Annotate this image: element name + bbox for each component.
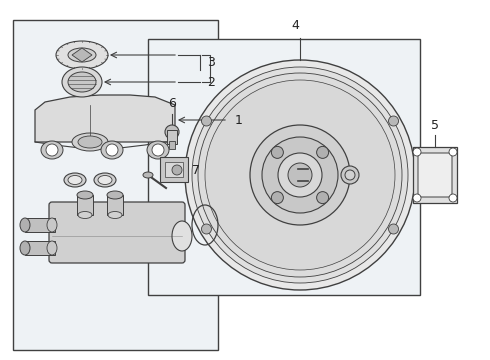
Circle shape bbox=[449, 148, 457, 156]
Bar bbox=[413, 147, 457, 203]
Bar bbox=[167, 130, 177, 144]
Text: 5: 5 bbox=[431, 119, 439, 132]
Circle shape bbox=[317, 192, 329, 204]
Ellipse shape bbox=[62, 67, 102, 97]
Ellipse shape bbox=[68, 176, 82, 185]
Ellipse shape bbox=[94, 173, 116, 187]
Circle shape bbox=[413, 194, 421, 202]
Ellipse shape bbox=[101, 141, 123, 159]
Ellipse shape bbox=[64, 173, 86, 187]
Polygon shape bbox=[72, 48, 92, 62]
Bar bbox=[25, 241, 55, 255]
Circle shape bbox=[192, 67, 408, 283]
Circle shape bbox=[106, 144, 118, 156]
Ellipse shape bbox=[20, 241, 30, 255]
Circle shape bbox=[389, 224, 398, 234]
Text: 2: 2 bbox=[207, 76, 215, 89]
Circle shape bbox=[250, 125, 350, 225]
Circle shape bbox=[413, 148, 421, 156]
Bar bbox=[107, 195, 123, 215]
Circle shape bbox=[271, 147, 283, 158]
Circle shape bbox=[449, 194, 457, 202]
Circle shape bbox=[198, 73, 402, 277]
Ellipse shape bbox=[68, 72, 96, 92]
Circle shape bbox=[317, 147, 329, 158]
Text: 3: 3 bbox=[207, 55, 215, 68]
FancyBboxPatch shape bbox=[418, 153, 452, 197]
Bar bbox=[13, 20, 218, 350]
Bar bbox=[25, 218, 55, 232]
Ellipse shape bbox=[68, 48, 96, 62]
Ellipse shape bbox=[72, 133, 108, 151]
FancyBboxPatch shape bbox=[49, 202, 185, 263]
Ellipse shape bbox=[78, 212, 92, 219]
Circle shape bbox=[165, 125, 179, 139]
Circle shape bbox=[205, 80, 395, 270]
Text: 4: 4 bbox=[291, 19, 299, 32]
Ellipse shape bbox=[98, 176, 112, 185]
Bar bbox=[169, 141, 175, 149]
Circle shape bbox=[288, 163, 312, 187]
Circle shape bbox=[185, 60, 415, 290]
Ellipse shape bbox=[47, 218, 57, 232]
Ellipse shape bbox=[47, 241, 57, 255]
Ellipse shape bbox=[172, 221, 192, 251]
Ellipse shape bbox=[78, 136, 102, 148]
Ellipse shape bbox=[345, 170, 355, 180]
Bar bbox=[148, 39, 420, 295]
Ellipse shape bbox=[143, 172, 153, 178]
Circle shape bbox=[262, 137, 338, 213]
Bar bbox=[165, 162, 183, 177]
Ellipse shape bbox=[41, 141, 63, 159]
Circle shape bbox=[271, 192, 283, 204]
Circle shape bbox=[172, 165, 182, 175]
Ellipse shape bbox=[107, 191, 123, 199]
Ellipse shape bbox=[20, 218, 30, 232]
Text: 1: 1 bbox=[235, 113, 243, 126]
Bar bbox=[160, 157, 188, 182]
Ellipse shape bbox=[56, 41, 108, 69]
Text: 7: 7 bbox=[192, 163, 200, 176]
Bar bbox=[77, 195, 93, 215]
Ellipse shape bbox=[341, 166, 359, 184]
Circle shape bbox=[278, 153, 322, 197]
Circle shape bbox=[389, 116, 398, 126]
Ellipse shape bbox=[147, 141, 169, 159]
Text: 6: 6 bbox=[168, 97, 176, 110]
Ellipse shape bbox=[108, 212, 122, 219]
Ellipse shape bbox=[77, 191, 93, 199]
Circle shape bbox=[46, 144, 58, 156]
Circle shape bbox=[201, 224, 212, 234]
Circle shape bbox=[201, 116, 212, 126]
Polygon shape bbox=[35, 95, 175, 142]
Circle shape bbox=[152, 144, 164, 156]
